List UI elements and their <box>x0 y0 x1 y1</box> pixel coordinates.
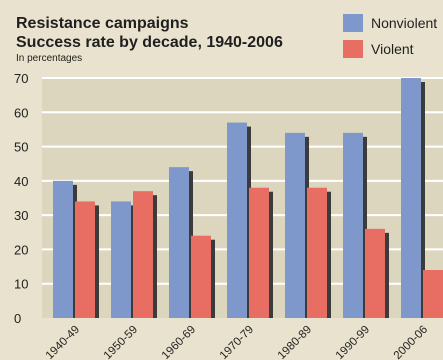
x-tick-label-1940-49: 1940-49 <box>44 324 82 360</box>
bar-nonviolent-1940-49 <box>53 180 73 318</box>
x-tick-label-2000-06: 2000-06 <box>392 324 430 360</box>
legend-label-violent: Violent <box>371 41 414 57</box>
bar-nonviolent-1990-99 <box>343 132 363 318</box>
legend-swatch-violent <box>343 40 363 58</box>
legend-swatch-nonviolent <box>343 14 363 32</box>
chart-title-line-2: Success rate by decade, 1940-2006 <box>16 34 283 51</box>
chart-title-line-1: Resistance campaigns <box>16 15 189 32</box>
bar-nonviolent-1950-59 <box>111 201 131 318</box>
y-tick-label-70: 70 <box>14 71 28 86</box>
bar-violent-1990-99 <box>365 228 385 318</box>
bar-nonviolent-2000-06 <box>401 78 421 318</box>
x-tick-label-1960-69: 1960-69 <box>160 324 198 360</box>
x-tick-label-1950-59: 1950-59 <box>102 324 140 360</box>
legend-label-nonviolent: Nonviolent <box>371 15 438 31</box>
bar-violent-1960-69 <box>191 235 211 318</box>
bar-violent-1950-59 <box>133 191 153 318</box>
y-tick-label-0: 0 <box>14 311 21 326</box>
x-tick-label-1990-99: 1990-99 <box>334 324 372 360</box>
chart-title: Resistance campaigns Success rate by dec… <box>16 14 283 52</box>
bar-violent-2000-06 <box>423 270 443 318</box>
y-tick-label-30: 30 <box>14 208 28 223</box>
y-tick-label-10: 10 <box>14 277 28 292</box>
bar-nonviolent-1980-89 <box>285 132 305 318</box>
bar-nonviolent-1970-79 <box>227 122 247 318</box>
y-tick-label-40: 40 <box>14 174 28 189</box>
y-tick-label-20: 20 <box>14 242 28 257</box>
x-tick-label-1980-89: 1980-89 <box>276 324 314 360</box>
bar-violent-1940-49 <box>75 201 95 318</box>
x-tick-label-1970-79: 1970-79 <box>218 324 256 360</box>
y-tick-label-60: 60 <box>14 105 28 120</box>
bar-violent-1970-79 <box>249 187 269 318</box>
bar-nonviolent-1960-69 <box>169 167 189 318</box>
bar-violent-1980-89 <box>307 187 327 318</box>
y-tick-label-50: 50 <box>14 140 28 155</box>
chart-subtitle: In percentages <box>16 53 83 64</box>
